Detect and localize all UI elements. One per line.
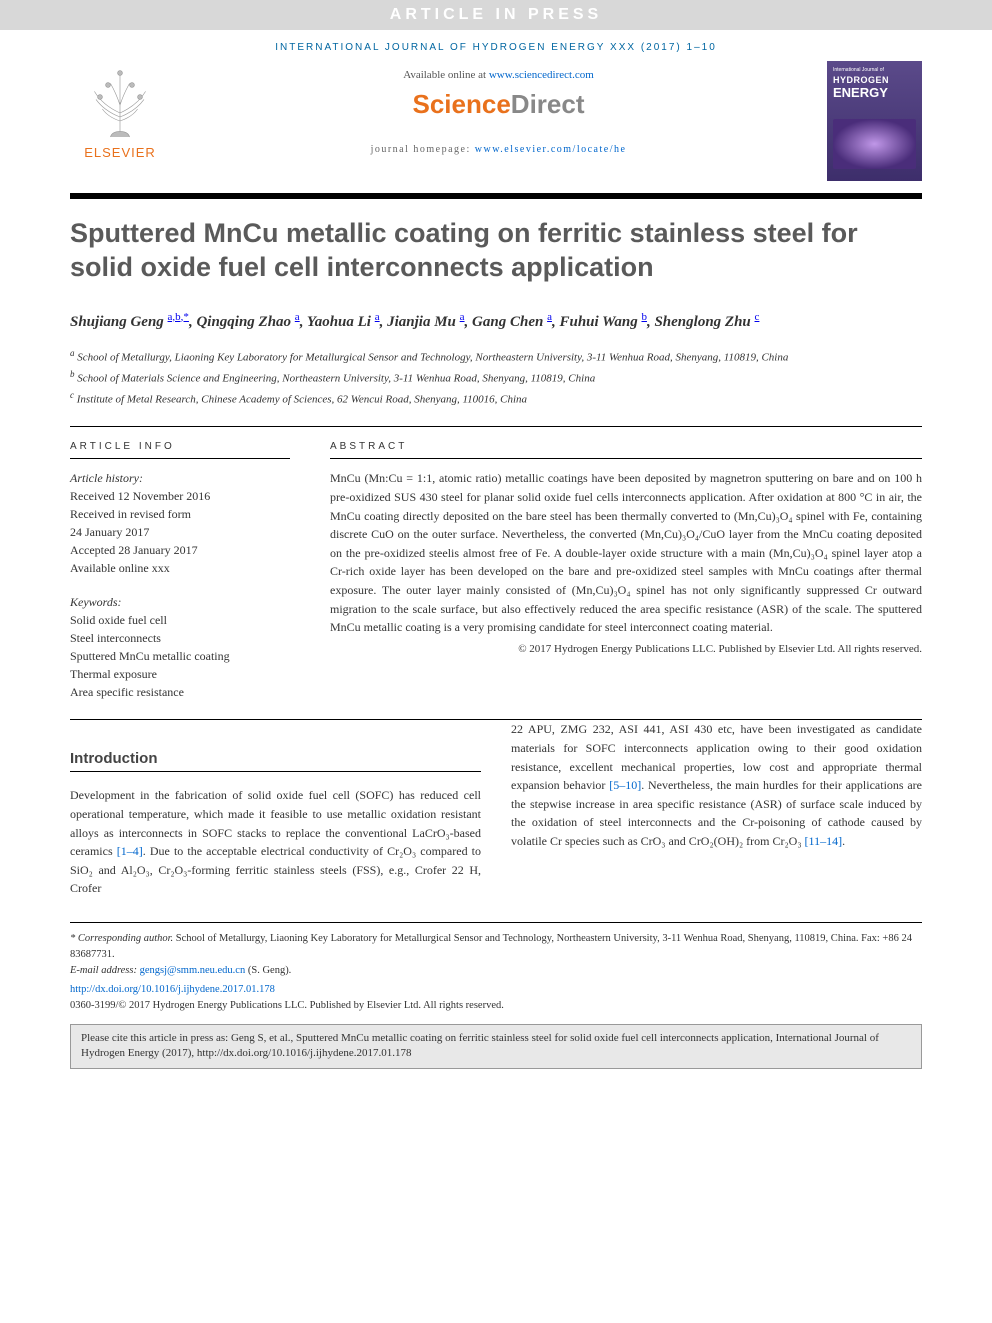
author: Qingqing Zhao a [196,314,299,330]
intro-paragraph-1: Development in the fabrication of solid … [70,786,481,898]
author-affil-link[interactable]: a [547,311,552,323]
intro-text-2c: . [842,834,845,848]
sd-direct: Direct [511,89,585,119]
sciencedirect-logo: ScienceDirect [190,89,807,120]
history-item: Accepted 28 January 2017 [70,541,290,559]
abstract-heading: ABSTRACT [330,427,922,459]
article-history: Article history: Received 12 November 20… [70,469,290,577]
author: Fuhui Wang b [559,314,647,330]
history-item: 24 January 2017 [70,523,290,541]
history-label: Article history: [70,469,290,487]
homepage-link[interactable]: www.elsevier.com/locate/he [475,144,627,155]
author-affil-link[interactable]: c [755,311,760,323]
homepage-label: journal homepage: [371,144,475,155]
ref-link-5-10[interactable]: [5–10] [609,778,641,792]
journal-citation-line: INTERNATIONAL JOURNAL OF HYDROGEN ENERGY… [0,30,992,61]
sciencedirect-link[interactable]: www.sciencedirect.com [489,69,594,81]
affiliations: a School of Metallurgy, Liaoning Key Lab… [70,347,922,408]
keyword-item: Area specific resistance [70,683,290,701]
citation-box: Please cite this article in press as: Ge… [70,1024,922,1069]
keyword-item: Solid oxide fuel cell [70,611,290,629]
authors-list: Shujiang Geng a,b,*, Qingqing Zhao a, Ya… [70,309,922,334]
footnotes: * Corresponding author. School of Metall… [70,922,922,1014]
keyword-item: Steel interconnects [70,629,290,647]
available-online-line: Available online at www.sciencedirect.co… [190,69,807,81]
cover-line1: International Journal of [833,67,916,73]
doi-link[interactable]: http://dx.doi.org/10.1016/j.ijhydene.201… [70,984,275,995]
email-line: E-mail address: gengsj@smm.neu.edu.cn (S… [70,963,922,979]
history-item: Received 12 November 2016 [70,487,290,505]
article-title: Sputtered MnCu metallic coating on ferri… [70,217,922,285]
cover-line3: ENERGY [833,85,916,100]
elsevier-tree-icon [80,61,160,141]
ref-link-11-14[interactable]: [11–14] [805,834,843,848]
introduction-heading: Introduction [70,750,481,772]
keyword-item: Sputtered MnCu metallic coating [70,647,290,665]
email-label: E-mail address: [70,965,140,976]
article-info-column: ARTICLE INFO Article history: Received 1… [70,427,290,701]
info-abstract-row: ARTICLE INFO Article history: Received 1… [70,427,922,701]
keyword-item: Thermal exposure [70,665,290,683]
body-col-right: 22 APU, ZMG 232, ASI 441, ASI 430 etc, h… [511,720,922,898]
corr-text: School of Metallurgy, Liaoning Key Labor… [70,933,912,960]
body-columns: Introduction Development in the fabricat… [70,720,922,898]
issn-copyright-line: 0360-3199/© 2017 Hydrogen Energy Publica… [70,998,922,1014]
elsevier-text: ELSEVIER [70,145,170,160]
cover-line2: HYDROGEN [833,75,916,85]
article-info-heading: ARTICLE INFO [70,427,290,459]
keywords-block: Keywords: Solid oxide fuel cellSteel int… [70,593,290,701]
journal-cover-thumbnail: International Journal of HYDROGEN ENERGY [827,61,922,181]
history-item: Received in revised form [70,505,290,523]
cover-image-graphic [833,119,916,169]
author: Shenglong Zhu c [654,314,759,330]
keywords-label: Keywords: [70,593,290,611]
affiliation: c Institute of Metal Research, Chinese A… [70,389,922,408]
abstract-column: ABSTRACT MnCu (Mn:Cu = 1:1, atomic ratio… [330,427,922,701]
sd-science: Science [413,89,511,119]
corr-label: * Corresponding author. [70,933,173,944]
abstract-text: MnCu (Mn:Cu = 1:1, atomic ratio) metalli… [330,469,922,636]
affiliation: b School of Materials Science and Engine… [70,368,922,387]
history-item: Available online xxx [70,559,290,577]
homepage-line: journal homepage: www.elsevier.com/locat… [190,144,807,155]
email-link[interactable]: gengsj@smm.neu.edu.cn [140,965,246,976]
intro-paragraph-2: 22 APU, ZMG 232, ASI 441, ASI 430 etc, h… [511,720,922,850]
author-affil-link[interactable]: a [375,311,380,323]
author-affil-link[interactable]: a [295,311,300,323]
ref-link-1-4[interactable]: [1–4] [117,844,143,858]
author-affil-link[interactable]: b [641,311,647,323]
header-row: ELSEVIER Available online at www.science… [0,61,992,193]
main-content: Sputtered MnCu metallic coating on ferri… [0,199,992,1014]
header-middle: Available online at www.sciencedirect.co… [190,61,807,155]
author: Gang Chen a [472,314,552,330]
author-affil-link[interactable]: a,b,* [168,311,189,323]
author-affil-link[interactable]: a [460,311,465,323]
author: Shujiang Geng a,b,* [70,314,189,330]
article-in-press-banner: ARTICLE IN PRESS [0,0,992,30]
email-suffix: (S. Geng). [245,965,291,976]
body-col-left: Introduction Development in the fabricat… [70,720,481,898]
corresponding-author: * Corresponding author. School of Metall… [70,931,922,963]
affiliation: a School of Metallurgy, Liaoning Key Lab… [70,347,922,366]
abstract-copyright: © 2017 Hydrogen Energy Publications LLC.… [330,643,922,655]
author: Jianjia Mu a [387,314,464,330]
elsevier-logo: ELSEVIER [70,61,170,160]
doi-line: http://dx.doi.org/10.1016/j.ijhydene.201… [70,982,922,998]
available-text: Available online at [403,69,489,81]
author: Yaohua Li a [307,314,380,330]
